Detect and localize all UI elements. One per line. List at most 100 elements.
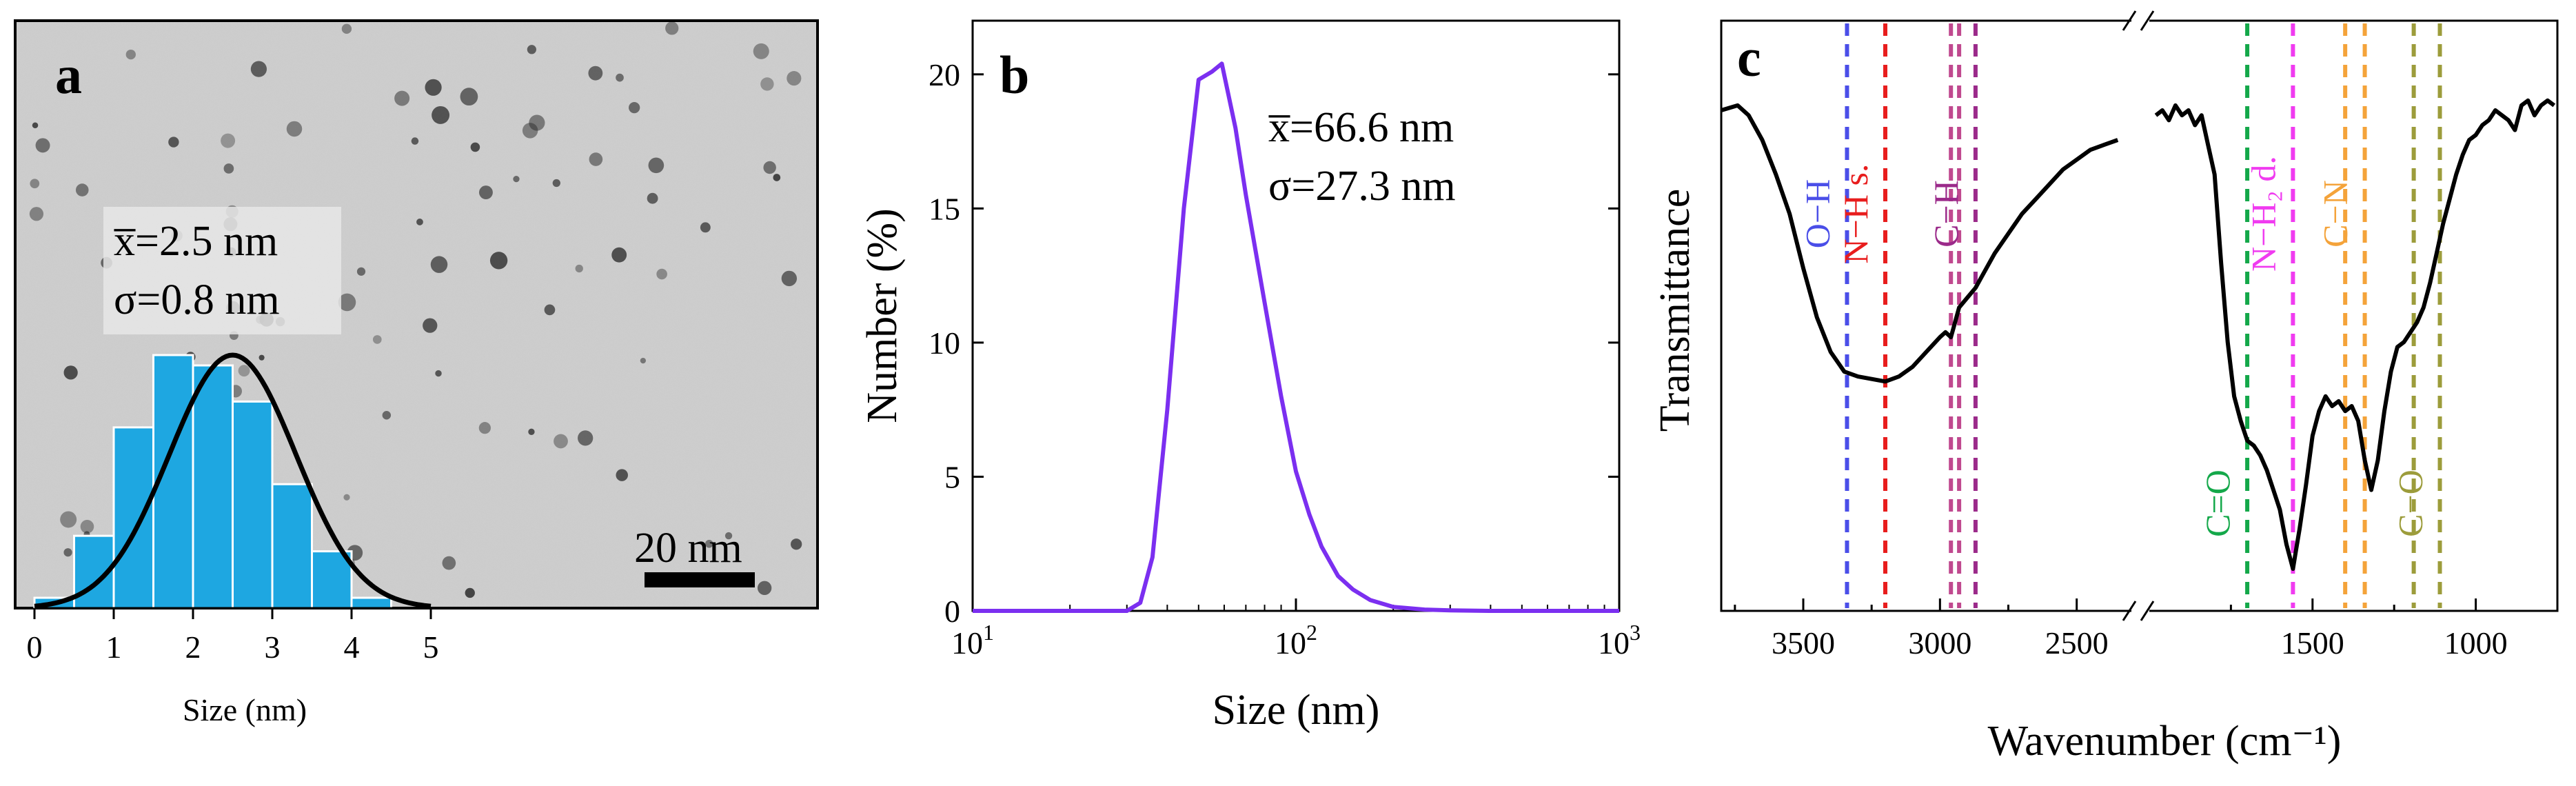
sigma-label-b: σ=27.3 nm xyxy=(1268,163,1456,210)
tem-particle xyxy=(425,79,442,96)
tem-particle xyxy=(372,335,382,344)
band-label: O−H xyxy=(1798,179,1836,248)
mean-label-a: x̅=2.5 nm xyxy=(114,218,278,265)
tem-particle xyxy=(338,293,356,312)
panel-b: b 0 5 10 15 20 101 102 103 x̅=66.6 nm σ=27.3 n… xyxy=(859,19,1641,734)
x-tick-label-a: 5 xyxy=(423,629,439,665)
tem-particle xyxy=(258,354,265,361)
tem-particle xyxy=(442,556,456,570)
axis-break-marks xyxy=(2122,10,2155,621)
ftir-spectrum-right xyxy=(2154,98,2556,571)
y-axis-label-c: Transmittance xyxy=(1652,189,1698,432)
x-axis-label-c: Wavenumber (cm⁻¹) xyxy=(1988,718,2342,765)
tem-particle xyxy=(787,71,802,86)
tem-particle xyxy=(238,365,250,377)
band-label: C−O xyxy=(2391,470,2430,537)
histogram-bar xyxy=(192,364,234,609)
histogram-bar xyxy=(350,596,392,609)
tem-particle xyxy=(665,21,679,35)
histogram-bar xyxy=(112,426,154,609)
tem-particle xyxy=(80,520,94,534)
tem-particles xyxy=(29,21,802,598)
x-tick-label-b: 103 xyxy=(1598,620,1641,661)
tem-particle xyxy=(611,247,627,263)
tem-particle xyxy=(465,587,475,598)
x-tick-label-c: 1000 xyxy=(2444,625,2508,661)
x-tick-label-a: 3 xyxy=(265,629,281,665)
tem-particle xyxy=(416,218,423,225)
band-label: N−H₂ d. xyxy=(2244,156,2282,272)
x-tick-label-c: 3500 xyxy=(1772,625,1835,661)
tem-particle xyxy=(724,532,733,540)
tem-particle xyxy=(575,264,583,273)
tem-particle xyxy=(430,256,448,273)
tem-particle xyxy=(528,428,535,435)
tem-particle xyxy=(221,133,236,148)
tem-particle xyxy=(411,137,419,145)
tem-particle xyxy=(589,152,603,166)
x-tick-label-a: 2 xyxy=(185,629,201,665)
panel-c: c O−H N−H s. C−H C=O N−H₂ d. C−N C−O 3500 3000 2… xyxy=(1652,10,2559,765)
x-axis-label-a: Size (nm) xyxy=(183,692,307,727)
histogram-bar xyxy=(271,483,313,609)
tem-particle xyxy=(522,123,538,139)
x-tick-label-c: 3000 xyxy=(1908,625,1971,661)
tem-particle xyxy=(341,23,352,34)
tem-particle xyxy=(356,267,366,276)
x-tick-label-a: 4 xyxy=(344,629,360,665)
size-distribution-line xyxy=(973,61,1619,613)
tem-particle xyxy=(760,77,774,91)
y-axis-label-b: Number (%) xyxy=(859,208,906,423)
tem-particle xyxy=(286,121,303,137)
tem-particle xyxy=(513,175,520,183)
tem-particle xyxy=(544,304,556,316)
gaussian-fit-curve xyxy=(34,352,432,609)
scale-bar xyxy=(645,572,755,587)
y-tick-label-b: 15 xyxy=(929,191,960,226)
tem-particle xyxy=(781,270,798,287)
panel-a: a x̅=2.5 nm σ=0.8 nm 20 nm 0 1 2 3 4 5 Size (… xyxy=(14,19,819,727)
tem-particle xyxy=(616,73,624,82)
panel-letter-c: c xyxy=(1737,28,1761,88)
tem-particle xyxy=(32,122,39,129)
histogram-bar xyxy=(232,400,274,609)
band-label: C−H xyxy=(1927,180,1965,248)
band-markers: O−H N−H s. C−H C=O N−H₂ d. C−N C−O xyxy=(1798,23,2442,608)
x-tick-label-a: 0 xyxy=(27,629,43,665)
tem-particle xyxy=(423,318,438,333)
y-tick-label-b: 20 xyxy=(929,57,960,92)
tem-particle xyxy=(63,365,78,380)
tem-particle xyxy=(757,581,772,595)
x-tick-label-b: 101 xyxy=(951,620,994,661)
tem-particle xyxy=(478,185,493,200)
tem-particle xyxy=(168,137,179,148)
sigma-label-a: σ=0.8 nm xyxy=(114,276,280,323)
tem-particle xyxy=(35,138,50,153)
tem-particle xyxy=(75,183,89,196)
panel-letter-b: b xyxy=(1000,45,1029,105)
tem-particle xyxy=(648,157,665,174)
tem-particle xyxy=(554,434,568,449)
panel-letter-a: a xyxy=(55,45,82,105)
tem-particle xyxy=(125,49,136,60)
x-tick-label-a: 1 xyxy=(106,629,122,665)
tem-particle xyxy=(588,66,603,81)
tem-particle xyxy=(763,161,776,174)
y-tick-label-b: 10 xyxy=(929,325,960,361)
band-label: C−N xyxy=(2316,180,2355,248)
tem-particle xyxy=(529,114,545,131)
x-ticks-b: 101 102 103 xyxy=(951,598,1641,661)
scale-bar-label: 20 nm xyxy=(634,525,742,572)
mean-label-b: x̅=66.6 nm xyxy=(1268,104,1454,151)
tem-particle xyxy=(382,411,392,420)
x-tick-label-c: 2500 xyxy=(2045,625,2109,661)
tem-particle xyxy=(527,45,536,54)
tem-particle xyxy=(223,163,234,174)
tem-particle xyxy=(460,88,478,106)
tem-particle xyxy=(656,268,667,280)
tem-particle xyxy=(647,192,658,204)
ftir-spectrum-left xyxy=(1721,103,2119,384)
x-tick-label-b: 102 xyxy=(1275,620,1317,661)
tem-particle xyxy=(432,105,450,124)
